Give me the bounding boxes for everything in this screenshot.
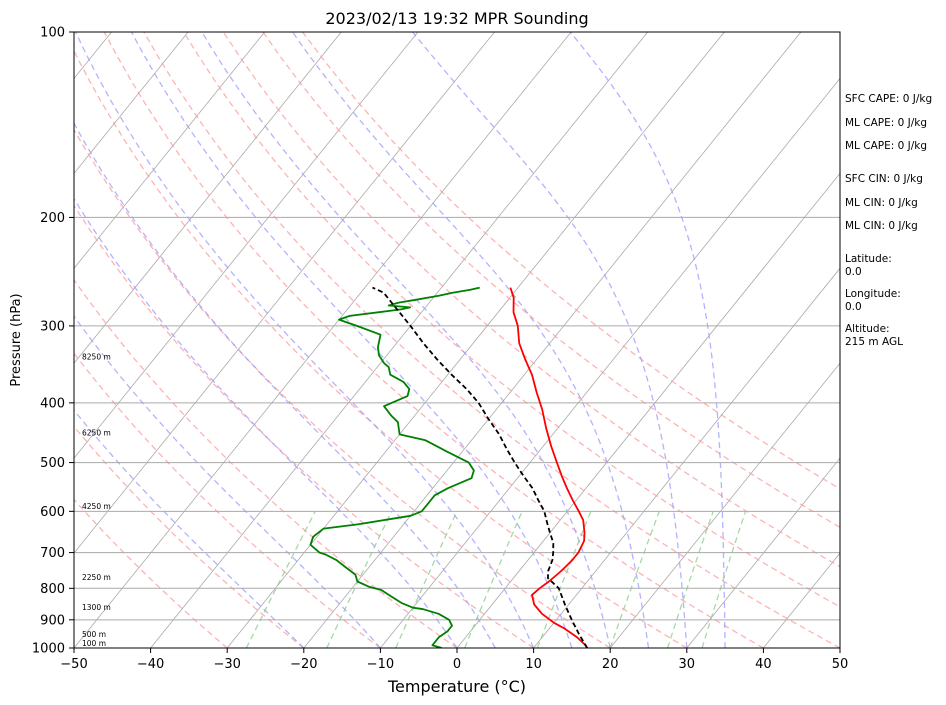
isotherm-line bbox=[609, 362, 840, 648]
x-tick-label: 30 bbox=[679, 657, 696, 672]
ml-cin-text-2: ML CIN: 0 J/kg bbox=[845, 220, 918, 232]
moist-adiabat-line bbox=[201, 32, 611, 648]
mixing-ratio-line bbox=[701, 511, 747, 648]
x-tick-label: −30 bbox=[213, 657, 240, 672]
isotherm-line bbox=[303, 32, 802, 648]
height-label: 2250 m bbox=[82, 573, 111, 582]
y-tick-label: 700 bbox=[40, 546, 65, 561]
ml-cape-text-2: ML CAPE: 0 J/kg bbox=[845, 140, 928, 152]
isotherm-line bbox=[74, 32, 495, 554]
y-tick-label: 100 bbox=[40, 26, 65, 41]
y-tick-label: 900 bbox=[40, 613, 65, 628]
isotherm-line bbox=[226, 32, 725, 648]
height-label: 500 m bbox=[82, 630, 106, 639]
x-tick-label: 40 bbox=[755, 657, 772, 672]
moist-adiabat-line bbox=[569, 32, 726, 648]
moist-adiabat-line bbox=[130, 32, 573, 648]
altitude-text: Altitude: 215 m AGL bbox=[845, 323, 903, 348]
moist-adiabat-line bbox=[292, 32, 650, 648]
x-tick-label: −20 bbox=[290, 657, 317, 672]
dry-adiabat-line bbox=[74, 498, 228, 648]
x-axis-label: Temperature (°C) bbox=[387, 677, 526, 696]
y-tick-label: 500 bbox=[40, 456, 65, 471]
x-tick-label: 50 bbox=[832, 657, 849, 672]
dry-adiabat-line bbox=[143, 32, 840, 648]
ml-cape-text: ML CAPE: 0 J/kg bbox=[845, 117, 928, 129]
isotherm-line bbox=[456, 172, 840, 648]
moist-adiabat-line bbox=[74, 122, 496, 648]
y-tick-label: 600 bbox=[40, 505, 65, 520]
x-tick-label: −10 bbox=[367, 657, 394, 672]
sounding-profiles bbox=[309, 286, 588, 648]
height-label: 100 m bbox=[82, 639, 106, 648]
plot-frame bbox=[73, 31, 841, 649]
x-tick-label: 10 bbox=[525, 657, 542, 672]
dry-adiabat-line bbox=[74, 352, 381, 648]
mixing-ratio-line bbox=[245, 511, 316, 648]
mixing-ratio-line bbox=[464, 511, 523, 648]
dry-adiabat-line bbox=[183, 32, 840, 608]
y-axis-label: Pressure (hPa) bbox=[9, 293, 24, 386]
isotherm-line bbox=[74, 32, 419, 459]
y-tick-label: 300 bbox=[40, 319, 65, 334]
x-axis-ticks: −50 −40 −30 −20 −10 0 10 20 30 40 50 bbox=[60, 648, 848, 672]
dry-adiabat-line bbox=[222, 32, 840, 568]
y-tick-label: 200 bbox=[40, 211, 65, 226]
dry-adiabat-line bbox=[103, 32, 764, 648]
latitude-text: Latitude: 0.0 bbox=[845, 253, 892, 278]
longitude-text: Longitude: 0.0 bbox=[845, 288, 901, 313]
temperature-profile bbox=[509, 287, 588, 648]
x-tick-label: 20 bbox=[602, 657, 619, 672]
y-axis-ticks: 100 200 300 400 500 600 700 800 900 1000 bbox=[32, 26, 74, 657]
isotherm-line bbox=[533, 267, 840, 648]
dry-adiabat-line bbox=[74, 278, 458, 648]
x-tick-label: −40 bbox=[137, 657, 164, 672]
isotherm-line bbox=[74, 32, 572, 648]
moist-adiabat-line bbox=[412, 32, 688, 648]
dry-adiabat-line bbox=[74, 49, 688, 648]
x-tick-label: 0 bbox=[453, 657, 461, 672]
mixing-ratio-line bbox=[326, 511, 393, 648]
sfc-cin-text: SFC CIN: 0 J/kg bbox=[845, 173, 923, 185]
isotherm-line bbox=[74, 32, 342, 364]
height-label: 8250 m bbox=[82, 352, 111, 361]
parcel-path bbox=[372, 286, 588, 648]
reference-lines bbox=[74, 32, 840, 648]
y-tick-label: 400 bbox=[40, 396, 65, 411]
pressure-gridlines bbox=[74, 31, 840, 649]
y-tick-label: 1000 bbox=[32, 642, 65, 657]
x-tick-label: −50 bbox=[60, 657, 87, 672]
mixing-ratio-line bbox=[666, 511, 714, 648]
isotherm-line bbox=[74, 32, 189, 175]
dry-adiabat-line bbox=[74, 204, 534, 648]
y-tick-label: 800 bbox=[40, 582, 65, 597]
sfc-cape-text: SFC CAPE: 0 J/kg bbox=[845, 93, 933, 105]
isotherm-line bbox=[74, 32, 266, 269]
dry-adiabat-line bbox=[74, 128, 611, 648]
chart-title: 2023/02/13 19:32 MPR Sounding bbox=[325, 9, 588, 28]
moist-adiabat-line bbox=[74, 197, 458, 648]
isotherm-line bbox=[686, 457, 840, 648]
moist-adiabat-line bbox=[74, 315, 381, 648]
height-label: 6250 m bbox=[82, 429, 111, 438]
dry-adiabat-line bbox=[262, 32, 840, 529]
height-label: 1300 m bbox=[82, 603, 111, 612]
moist-adiabat-line bbox=[75, 32, 535, 648]
height-label: 4250 m bbox=[82, 502, 111, 511]
moist-adiabat-line bbox=[74, 409, 305, 648]
ml-cin-text: ML CIN: 0 J/kg bbox=[845, 197, 918, 209]
isotherm-line bbox=[150, 32, 649, 648]
dewpoint-profile bbox=[309, 286, 480, 648]
isotherm-line bbox=[380, 77, 840, 648]
mixing-ratio-line bbox=[395, 511, 458, 648]
